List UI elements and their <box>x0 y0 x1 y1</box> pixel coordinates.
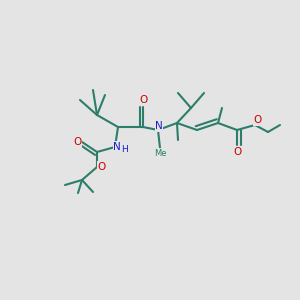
Text: O: O <box>233 147 241 157</box>
Text: Me: Me <box>154 148 166 158</box>
Text: O: O <box>73 137 81 147</box>
Text: H: H <box>122 146 128 154</box>
Text: O: O <box>254 115 262 125</box>
Text: N: N <box>113 142 121 152</box>
Text: O: O <box>98 162 106 172</box>
Text: N: N <box>155 121 163 131</box>
Text: O: O <box>139 95 147 105</box>
